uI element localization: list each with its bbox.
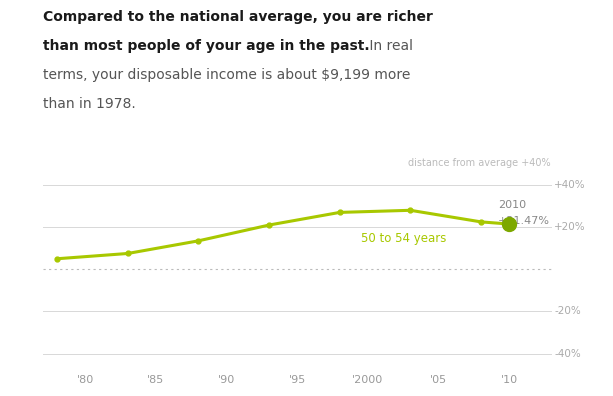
Text: distance from average +40%: distance from average +40%	[408, 158, 550, 168]
Text: -40%: -40%	[554, 348, 581, 358]
Text: 50 to 54 years: 50 to 54 years	[361, 232, 446, 246]
Text: In real: In real	[365, 39, 413, 53]
Text: -20%: -20%	[554, 307, 581, 316]
Text: than most people of your age in the past.: than most people of your age in the past…	[43, 39, 370, 53]
Text: 2010: 2010	[498, 200, 526, 210]
Text: +21.47%: +21.47%	[498, 215, 550, 226]
Text: than in 1978.: than in 1978.	[43, 97, 135, 110]
Text: +20%: +20%	[554, 222, 586, 232]
Text: Compared to the national average, you are richer: Compared to the national average, you ar…	[43, 10, 433, 24]
Text: +40%: +40%	[554, 180, 586, 190]
Text: terms, your disposable income is about $9,199 more: terms, your disposable income is about $…	[43, 68, 410, 82]
